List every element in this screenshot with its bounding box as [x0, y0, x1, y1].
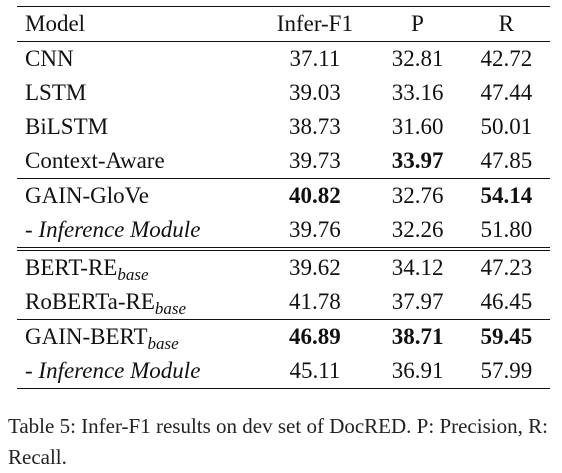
- cell-infer-f1: 38.73: [289, 114, 341, 139]
- cell-model: RoBERTa-REbase: [17, 285, 257, 320]
- cell-r: 42.72: [480, 46, 533, 71]
- model-subscript: base: [147, 334, 179, 353]
- model-name: Context-Aware: [25, 148, 165, 173]
- model-name: - Inference Module: [25, 217, 201, 242]
- cell-p: 32.26: [391, 217, 444, 242]
- model-name: GAIN-BERT: [25, 324, 148, 349]
- cell-infer-f1: 39.76: [289, 217, 341, 242]
- table-row: LSTM 39.03 33.16 47.44: [17, 76, 550, 110]
- cell-r: 57.99: [462, 354, 550, 389]
- cell-model: BERT-REbase: [17, 247, 258, 285]
- model-subscript: base: [154, 299, 187, 318]
- cell-infer-f1: 39.03: [289, 80, 341, 105]
- cell-r: 47.44: [480, 80, 533, 105]
- cell-infer-f1: 45.11: [257, 354, 373, 389]
- column-header-model: Model: [17, 6, 258, 42]
- table-header: Model Infer-F1 P R: [17, 6, 550, 42]
- model-name: GAIN-GloVe: [25, 183, 149, 208]
- model-name: BiLSTM: [25, 114, 109, 139]
- model-name: - Inference Module: [25, 358, 201, 383]
- cell-p: 32.81: [391, 46, 444, 71]
- table-row: GAIN-BERTbase 46.89 38.71 59.45: [17, 319, 550, 354]
- cell-p: 31.60: [391, 114, 444, 139]
- cell-p: 33.97: [391, 148, 444, 173]
- model-name: RoBERTa-RE: [25, 289, 155, 314]
- table-row: CNN 37.11 32.81 42.72: [17, 42, 550, 77]
- results-table-container: Model Infer-F1 P R CNN 37.11 32.81 42.72 LST…: [17, 6, 550, 389]
- model-name: CNN: [25, 46, 74, 71]
- cell-r: 59.45: [462, 319, 550, 354]
- column-header-p: P: [372, 6, 463, 42]
- cell-infer-f1: 39.62: [257, 247, 373, 285]
- cell-model: - Inference Module: [17, 213, 257, 249]
- table-row: BiLSTM 38.73 31.60 50.01: [17, 110, 550, 144]
- cell-model: CNN: [17, 42, 257, 77]
- cell-model: - Inference Module: [17, 354, 258, 389]
- results-table: Model Infer-F1 P R CNN 37.11 32.81 42.72 LST…: [17, 6, 550, 389]
- cell-r: 47.23: [462, 247, 550, 285]
- cell-infer-f1: 39.73: [289, 148, 341, 173]
- cell-p: 36.91: [372, 354, 463, 389]
- cell-r: 51.80: [480, 217, 533, 242]
- table-row: - Inference Module 45.11 36.91 57.99: [17, 354, 550, 389]
- cell-p: 37.97: [391, 289, 444, 314]
- cell-r: 46.45: [480, 289, 533, 314]
- cell-r: 54.14: [462, 178, 550, 213]
- cell-p: 34.12: [372, 247, 463, 285]
- table-row: RoBERTa-REbase 41.78 37.97 46.45: [17, 285, 550, 320]
- cell-infer-f1: 37.11: [289, 46, 341, 71]
- cell-model: GAIN-GloVe: [17, 178, 258, 213]
- cell-infer-f1: 40.82: [257, 178, 373, 213]
- cell-infer-f1: 46.89: [257, 319, 373, 354]
- cell-model: Context-Aware: [17, 144, 257, 179]
- header-row: Model Infer-F1 P R: [17, 6, 550, 42]
- cell-r: 47.85: [480, 148, 533, 173]
- cell-p: 33.16: [391, 80, 444, 105]
- cell-infer-f1: 41.78: [289, 289, 341, 314]
- cell-p: 32.76: [372, 178, 463, 213]
- table-caption: Table 5: Infer-F1 results on dev set of …: [8, 414, 548, 469]
- table-row: - Inference Module 39.76 32.26 51.80: [17, 213, 550, 249]
- cell-model: GAIN-BERTbase: [17, 319, 258, 354]
- model-subscript: base: [117, 265, 149, 284]
- cell-r: 50.01: [480, 114, 533, 139]
- table-row: GAIN-GloVe 40.82 32.76 54.14: [17, 178, 550, 213]
- model-name: BERT-RE: [25, 255, 118, 280]
- column-header-r: R: [462, 6, 550, 42]
- table-row: Context-Aware 39.73 33.97 47.85: [17, 144, 550, 179]
- table-body: CNN 37.11 32.81 42.72 LSTM 39.03 33.16 47.44 BiL…: [17, 42, 550, 389]
- cell-model: LSTM: [17, 76, 257, 110]
- cell-p: 38.71: [372, 319, 463, 354]
- model-name: LSTM: [25, 80, 87, 105]
- cell-model: BiLSTM: [17, 110, 257, 144]
- column-header-infer-f1: Infer-F1: [257, 6, 373, 42]
- table-row: BERT-REbase 39.62 34.12 47.23: [17, 247, 550, 285]
